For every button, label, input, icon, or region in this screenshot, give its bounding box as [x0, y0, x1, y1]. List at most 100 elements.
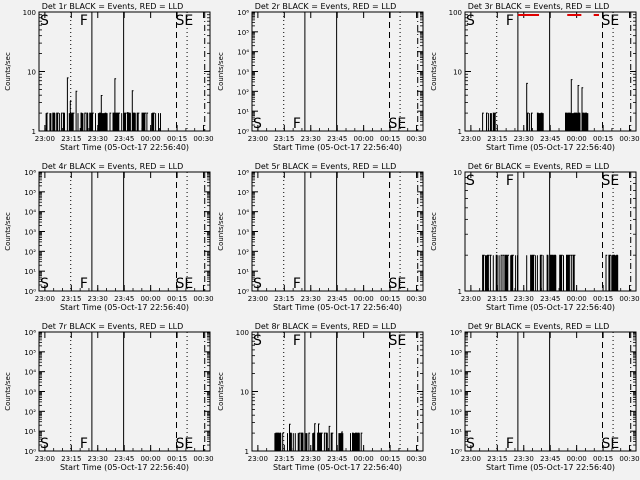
- y-tick-label: 10¹: [24, 428, 36, 436]
- x-tick-label: 23:00: [248, 135, 268, 143]
- x-tick-label: 23:15: [274, 295, 294, 303]
- y-axis-label: Counts/sec: [430, 52, 438, 91]
- x-tick-label: 00:15: [380, 455, 400, 463]
- panel-det-2: Det 2r BLACK = Events, RED = LLD 10⁰ 10¹ 10…: [217, 2, 427, 152]
- panel-title: Det 2r BLACK = Events, RED = LLD: [255, 2, 397, 11]
- x-tick-label: 23:00: [461, 295, 481, 303]
- x-tick-label: 00:00: [354, 135, 374, 143]
- y-tick-label: 10: [453, 69, 462, 77]
- x-tick-label: 23:15: [274, 455, 294, 463]
- y-tick-label: 10: [240, 389, 249, 397]
- y-tick-label: 10⁶: [24, 329, 36, 337]
- y-axis-label: Counts/sec: [217, 372, 225, 411]
- x-tick-label: 23:45: [327, 295, 347, 303]
- x-tick-label: 23:30: [88, 455, 108, 463]
- x-tick-label: 23:00: [248, 295, 268, 303]
- x-axis-label: Start Time (05-Oct-17 22:56:40): [60, 143, 189, 152]
- x-tick-label: 23:45: [540, 295, 560, 303]
- y-tick-label: 10: [453, 169, 462, 177]
- x-tick-label: 00:15: [593, 455, 613, 463]
- x-tick-label: 00:15: [380, 295, 400, 303]
- y-tick-label: 10²: [237, 88, 249, 96]
- panel-det-9: Det 9r BLACK = Events, RED = LLD 10⁰ 10¹ 10…: [430, 322, 640, 472]
- y-tick-label: 100: [236, 329, 249, 337]
- y-axis-label: Counts/sec: [4, 212, 12, 251]
- x-tick-label: 23:30: [301, 455, 321, 463]
- marker-se: SE: [176, 13, 194, 29]
- y-tick-label: 10²: [237, 248, 249, 256]
- y-tick-label: 10¹: [450, 428, 462, 436]
- marker-se: SE: [389, 333, 407, 349]
- x-tick-label: 23:15: [274, 135, 294, 143]
- panel-title: Det 8r BLACK = Events, RED = LLD: [255, 322, 397, 331]
- y-axis-label: Counts/sec: [430, 372, 438, 411]
- panel-det-8: Det 8r BLACK = Events, RED = LLD 1 10 100 Co…: [217, 322, 427, 472]
- panel-title: Det 9r BLACK = Events, RED = LLD: [468, 322, 610, 331]
- y-tick-label: 10⁴: [237, 49, 249, 57]
- x-tick-label: 00:30: [193, 455, 213, 463]
- y-tick-label: 10³: [237, 69, 249, 77]
- x-tick-label: 00:15: [167, 455, 187, 463]
- x-tick-label: 23:30: [88, 295, 108, 303]
- marker-f: F: [293, 276, 301, 292]
- x-tick-label: 00:00: [141, 135, 161, 143]
- x-tick-label: 00:30: [619, 295, 639, 303]
- marker-f: F: [293, 116, 301, 132]
- x-tick-label: 00:00: [354, 455, 374, 463]
- x-tick-label: 23:30: [514, 455, 534, 463]
- panel-title: Det 6r BLACK = Events, RED = LLD: [468, 162, 610, 171]
- marker-se: SE: [602, 173, 620, 189]
- y-tick-label: 10⁶: [450, 329, 462, 337]
- plot-frame: [38, 171, 211, 292]
- y-tick-label: 10: [27, 69, 36, 77]
- x-tick-label: 23:30: [301, 135, 321, 143]
- y-tick-label: 10⁵: [237, 29, 249, 37]
- y-tick-label: 100: [449, 9, 462, 17]
- x-tick-label: 23:00: [35, 295, 55, 303]
- y-axis-label: Counts/sec: [217, 52, 225, 91]
- events-series: [45, 77, 161, 131]
- x-tick-label: 23:00: [35, 455, 55, 463]
- marker-s: S: [253, 333, 262, 349]
- marker-f: F: [506, 436, 514, 452]
- y-tick-label: 10⁰: [237, 288, 249, 296]
- y-axis-label: Counts/sec: [4, 372, 12, 411]
- panel-det-3: Det 3r BLACK = Events, RED = LLD 1 10 100 Co…: [430, 2, 640, 152]
- x-tick-label: 23:00: [461, 135, 481, 143]
- y-tick-label: 10⁵: [450, 349, 462, 357]
- marker-s: S: [253, 276, 262, 292]
- y-tick-label: 10¹: [24, 268, 36, 276]
- x-tick-label: 00:15: [380, 135, 400, 143]
- y-axis-label: Counts/sec: [217, 212, 225, 251]
- y-tick-label: 10⁵: [237, 189, 249, 197]
- x-tick-label: 23:45: [114, 295, 134, 303]
- x-tick-label: 23:15: [487, 135, 507, 143]
- y-tick-label: 10⁰: [24, 448, 36, 456]
- y-tick-label: 10¹: [237, 268, 249, 276]
- y-tick-label: 10⁵: [24, 349, 36, 357]
- x-tick-label: 23:45: [327, 455, 347, 463]
- x-tick-label: 00:15: [593, 295, 613, 303]
- y-tick-label: 1: [245, 448, 249, 456]
- x-tick-label: 00:00: [141, 295, 161, 303]
- x-tick-label: 00:00: [567, 135, 587, 143]
- marker-s: S: [40, 13, 49, 29]
- marker-f: F: [293, 333, 301, 349]
- y-tick-label: 100: [23, 9, 36, 17]
- x-tick-label: 23:15: [61, 295, 81, 303]
- panel-det-7: Det 7r BLACK = Events, RED = LLD 10⁰ 10¹ 10…: [4, 322, 214, 472]
- x-tick-label: 23:30: [301, 295, 321, 303]
- y-tick-label: 10⁶: [237, 169, 249, 177]
- panel-det-5: Det 5r BLACK = Events, RED = LLD 10⁰ 10¹ 10…: [217, 162, 427, 312]
- panel-det-1: Det 1r BLACK = Events, RED = LLD 1 10 100 Co…: [4, 2, 214, 152]
- marker-s: S: [40, 276, 49, 292]
- x-tick-label: 00:00: [567, 455, 587, 463]
- marker-se: SE: [602, 13, 620, 29]
- events-series: [482, 254, 619, 291]
- y-tick-label: 10⁰: [24, 288, 36, 296]
- x-tick-label: 23:15: [61, 455, 81, 463]
- y-tick-label: 10³: [24, 389, 36, 397]
- x-tick-label: 00:30: [193, 295, 213, 303]
- marker-s: S: [253, 116, 262, 132]
